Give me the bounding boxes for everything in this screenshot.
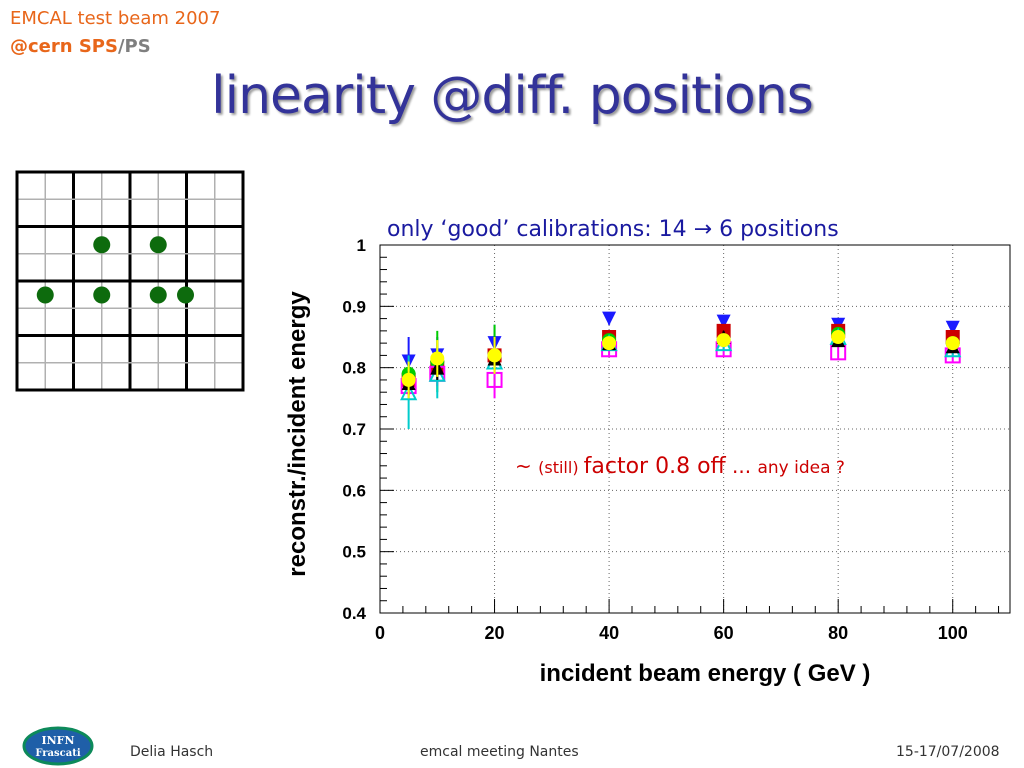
x-tick-label: 20 [485,623,505,643]
y-tick-label: 0.5 [342,543,366,562]
annotation-part-d: ... [726,454,758,478]
y-axis-label: reconstr./incident energy [284,291,311,577]
logo-line1: INFN [41,734,74,747]
infn-frascati-logo: INFN Frascati [22,726,94,766]
y-tick-label: 0.4 [342,604,366,623]
header-location-sep: / [117,36,125,57]
annotation-part-e: any idea ? [757,458,844,478]
data-point [400,382,418,401]
header-event: EMCAL test beam 2007 [10,8,221,29]
x-tick-label: 0 [375,623,385,643]
plot-frame [379,244,1011,614]
data-point [602,336,617,351]
x-tick-label: 80 [828,623,848,643]
data-point [602,311,617,326]
logo-ellipse [22,726,94,766]
data-point [831,330,846,344]
grid-position-marker [93,286,111,304]
y-tick-label: 0.7 [342,420,366,439]
data-point [401,372,416,387]
header-location-ps: PS [124,36,151,57]
linearity-chart: 0.4 0.5 0.6 0.7 0.8 0.9 1 0 20 40 60 80 100 incident … [284,217,1011,687]
grid-position-marker [177,286,194,304]
x-tick-label: 40 [599,623,619,643]
grid-position-marker [93,236,111,254]
logo-line2: Frascati [35,748,80,759]
x-axis-label: incident beam energy ( GeV ) [540,660,871,687]
data-point [945,320,960,335]
annotation-part-a: ~ [515,454,538,478]
y-tick-label: 0.6 [342,481,366,500]
grid-position-marker [149,236,167,254]
annotation-part-c: factor 0.8 off [584,454,727,479]
data-point [430,351,445,366]
slide-title: linearity @diff. positions [211,66,814,126]
footer-date: 15-17/07/2008 [896,744,1000,760]
y-tick-label: 0.8 [342,359,366,378]
footer-author: Delia Hasch [130,744,214,760]
x-tick-label: 60 [714,623,734,643]
data-point [487,348,502,363]
annotation-factor: ~ (still) factor 0.8 off ... any idea ? [515,454,845,479]
data-point [716,314,731,329]
grid-position-marker [36,286,54,304]
footer-meeting: emcal meeting Nantes [420,744,579,760]
y-tick-label: 1 [357,236,366,255]
data-point [945,336,960,351]
header-location: @cern SPS/PS [10,36,151,57]
y-tick-label: 0.9 [342,297,366,316]
x-tick-label: 100 [938,623,968,643]
annotation-part-b: (still) [538,458,584,477]
grid-border [15,170,245,392]
grid-position-marker [149,286,167,304]
header-location-sps: @cern SPS [10,36,118,57]
position-grid [15,170,245,392]
annotation-calibrations: only ‘good’ calibrations: 14 → 6 positio… [387,217,839,242]
data-point [716,333,731,348]
